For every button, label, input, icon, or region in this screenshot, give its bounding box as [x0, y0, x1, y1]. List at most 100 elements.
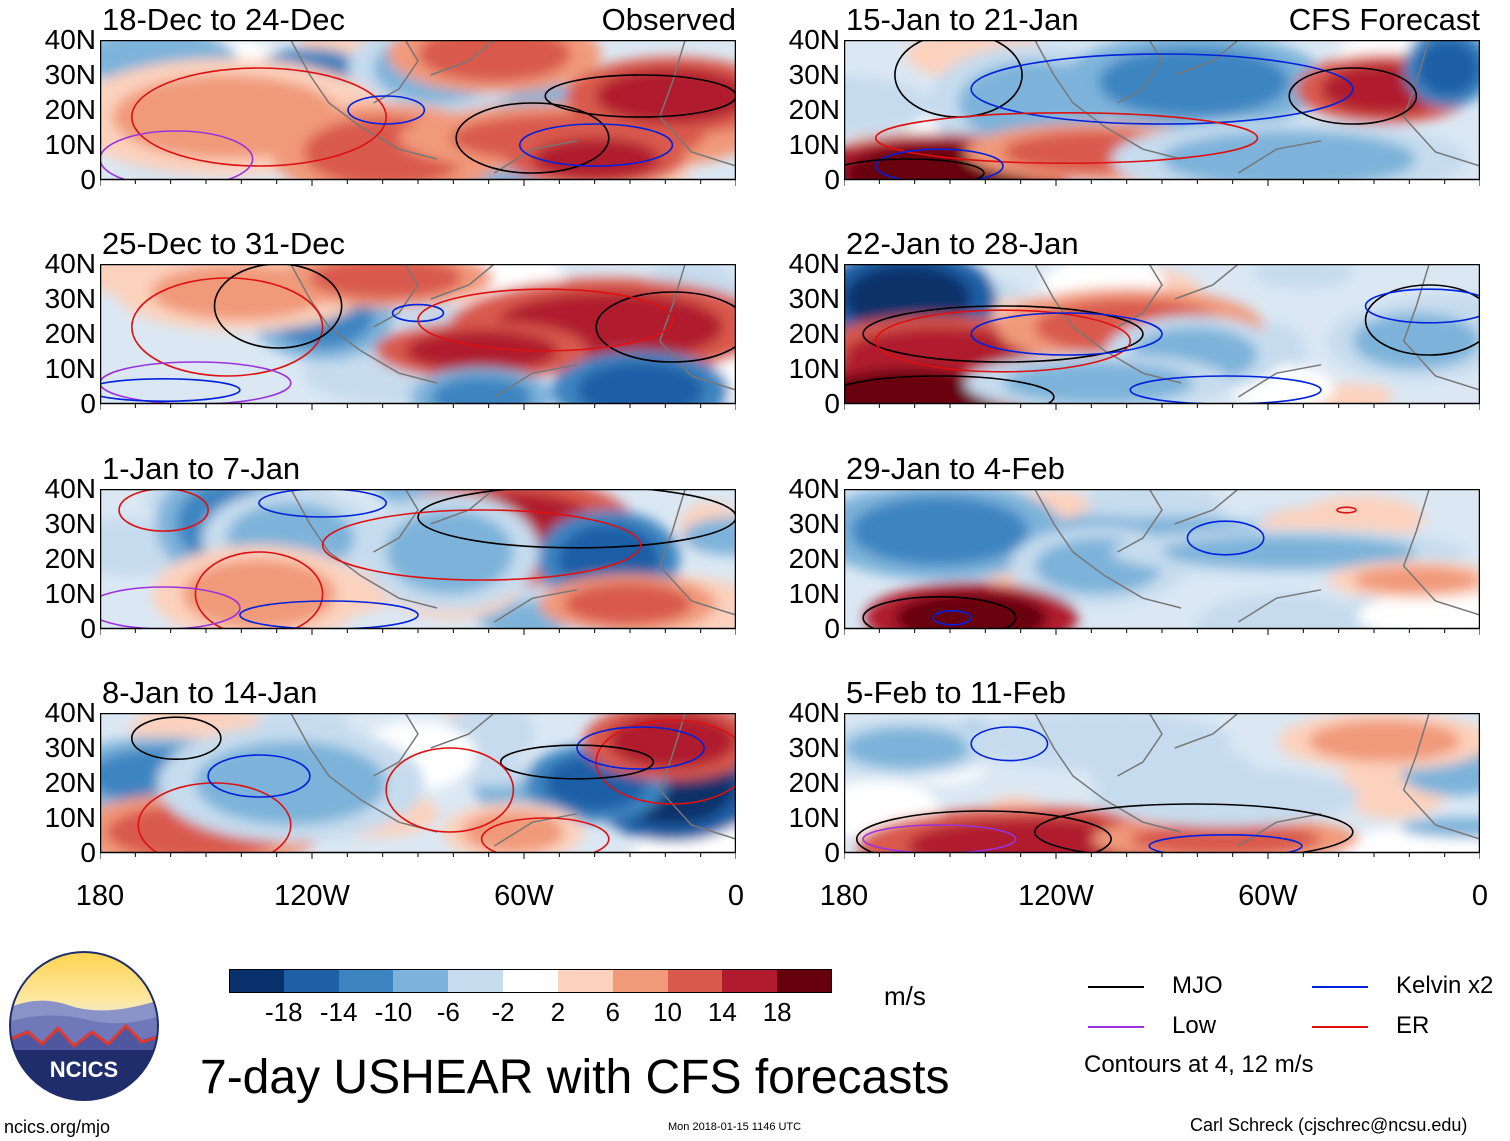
legend-swatch — [1312, 986, 1368, 988]
shading-blob — [1003, 362, 1194, 404]
shear-map-panel — [844, 264, 1480, 410]
low-contour — [100, 586, 241, 629]
shading-blob — [182, 559, 336, 629]
legend-swatch — [1088, 986, 1144, 988]
colorbar-swatch — [667, 969, 723, 993]
mjo-contour — [1034, 803, 1354, 853]
legend-swatch — [1312, 1026, 1368, 1028]
shear-map-panel — [100, 40, 736, 186]
kelvin-contour — [1148, 834, 1303, 853]
colorbar-label: -2 — [491, 997, 515, 1027]
panel-frame — [844, 713, 1480, 854]
er-contour — [875, 112, 1259, 165]
y-tick-label: 0 — [824, 388, 840, 419]
coastline — [1034, 40, 1480, 174]
coastline — [1034, 713, 1480, 847]
coastline — [1034, 264, 1480, 398]
y-tick-label: 40N — [44, 697, 96, 728]
shear-map-panel — [100, 489, 736, 635]
column-label: Observed — [601, 2, 736, 37]
y-tick-label: 40N — [788, 248, 840, 279]
shading-blob — [596, 68, 736, 124]
shading-blob — [1416, 40, 1480, 96]
colorbar-label: -18 — [265, 997, 303, 1027]
footer-timestamp: Mon 2018-01-15 1146 UTC — [668, 1121, 802, 1133]
panel-frame — [844, 489, 1480, 630]
coastline — [290, 40, 736, 174]
er-contour — [321, 509, 642, 581]
er-contour — [118, 489, 209, 532]
er-contour — [137, 782, 292, 853]
column-label: CFS Forecast — [1288, 2, 1480, 37]
er-contour — [875, 309, 1131, 373]
er-contour — [1336, 506, 1357, 514]
er-contour — [385, 747, 515, 833]
mjo-contour — [1364, 284, 1480, 356]
er-contour — [595, 719, 736, 805]
kelvin-contour — [347, 95, 426, 125]
shading-filler — [844, 76, 932, 137]
panel-title: 8-Jan to 14-Jan — [102, 675, 318, 710]
shading-blob — [1162, 535, 1417, 569]
y-tick-label: 0 — [824, 837, 840, 868]
shading-blob — [564, 582, 692, 625]
colorbar-swatch — [612, 969, 669, 993]
shading-blob — [844, 369, 997, 404]
y-tick-label: 30N — [44, 508, 96, 539]
y-tick-label: 0 — [824, 613, 840, 644]
panel-frame — [844, 40, 1480, 181]
shading-blob — [1352, 313, 1480, 369]
x-tick-label: 180 — [819, 880, 869, 912]
shading-blob — [850, 496, 1029, 566]
mjo-contour — [130, 716, 222, 761]
y-tick-label: 0 — [824, 164, 840, 195]
mjo-contour — [844, 375, 1055, 404]
x-tick-label: 0 — [1471, 880, 1489, 912]
colorbar-label: 2 — [550, 997, 566, 1027]
y-tick-label: 40N — [788, 473, 840, 504]
colorbar-swatch — [557, 969, 614, 993]
y-tick-label: 10N — [44, 578, 96, 609]
footer-credit: Carl Schreck (cjschrec@ncsu.edu) — [1190, 1115, 1468, 1135]
contour-note: Contours at 4, 12 m/s — [1084, 1051, 1314, 1078]
panel-frame — [100, 264, 736, 405]
er-contour — [130, 277, 324, 377]
y-tick-label: 30N — [788, 508, 840, 539]
y-tick-label: 10N — [44, 802, 96, 833]
kelvin-contour — [1364, 288, 1480, 324]
mjo-contour — [1288, 67, 1418, 125]
colorbar-label: -14 — [319, 997, 358, 1027]
panel-title: 18-Dec to 24-Dec — [102, 2, 345, 37]
shading-blob — [532, 138, 660, 180]
y-tick-label: 20N — [788, 767, 840, 798]
legend-swatch — [1088, 1026, 1144, 1028]
panel-frame — [100, 489, 736, 630]
er-contour — [417, 288, 674, 352]
ncics-logo: NCICS — [9, 951, 159, 1101]
y-tick-label: 10N — [788, 578, 840, 609]
y-tick-label: 10N — [44, 129, 96, 160]
er-contour — [194, 551, 324, 629]
panel-frame — [100, 40, 736, 181]
colorbar-label: 6 — [605, 997, 620, 1027]
er-contour — [131, 67, 387, 167]
y-tick-label: 30N — [788, 283, 840, 314]
colorbar-label: -10 — [374, 997, 413, 1027]
chart-title: 7-day USHEAR with CFS forecasts — [200, 1051, 950, 1104]
mjo-contour — [499, 744, 655, 780]
kelvin-contour — [970, 53, 1354, 125]
colorbar-label: 10 — [653, 997, 682, 1027]
shading-blob — [1130, 822, 1321, 853]
panel-title: 1-Jan to 7-Jan — [102, 451, 301, 486]
panel-title: 5-Feb to 11-Feb — [846, 675, 1066, 710]
shading-blob — [405, 329, 558, 372]
panel-title: 29-Jan to 4-Feb — [846, 451, 1065, 486]
logo-text: NCICS — [50, 1057, 118, 1082]
panel-title: 15-Jan to 21-Jan — [846, 2, 1079, 37]
y-tick-label: 20N — [788, 318, 840, 349]
shear-map-panel — [844, 489, 1480, 635]
mjo-contour — [595, 291, 736, 363]
coastline — [1034, 489, 1480, 623]
panel-title: 25-Dec to 31-Dec — [102, 226, 345, 261]
y-tick-label: 10N — [788, 129, 840, 160]
